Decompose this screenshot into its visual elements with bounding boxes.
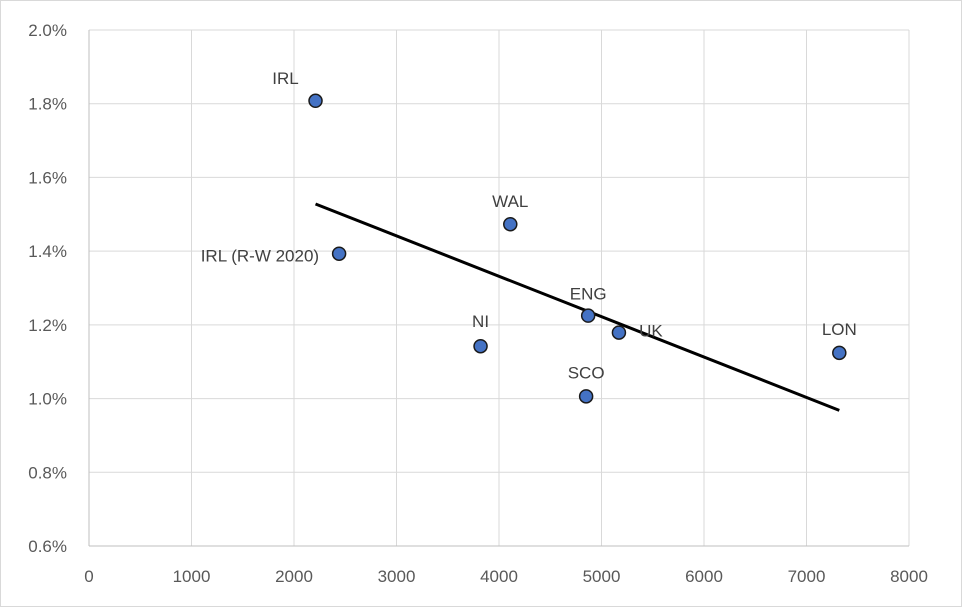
data-label: SCO	[568, 363, 605, 382]
data-points	[308, 93, 847, 404]
data-label: ENG	[570, 285, 607, 304]
data-label: UK	[639, 322, 663, 341]
x-tick-labels: 0 1000 2000 3000 4000 5000 6000 7000 8000	[84, 567, 928, 586]
y-tick-labels: 0.6% 0.8% 1.0% 1.2% 1.4% 1.6% 1.8% 2.0%	[28, 21, 67, 556]
point-labels: IRL IRL (R-W 2020) WAL NI ENG UK SCO LON	[201, 69, 857, 383]
y-tick-label: 0.6%	[28, 537, 67, 556]
data-label: NI	[472, 312, 489, 331]
y-tick-label: 1.2%	[28, 316, 67, 335]
data-point-irl	[308, 93, 323, 109]
y-tick-label: 1.0%	[28, 390, 67, 409]
x-tick-label: 3000	[378, 567, 416, 586]
data-point-lon	[832, 345, 847, 361]
trendline	[314, 202, 840, 412]
data-label: IRL (R-W 2020)	[201, 247, 319, 266]
x-tick-label: 1000	[173, 567, 211, 586]
data-point-uk	[611, 325, 627, 340]
data-point-irl-r-w-2020-	[331, 246, 347, 261]
y-tick-label: 1.8%	[28, 95, 67, 114]
data-label: IRL	[272, 69, 298, 88]
x-tick-label: 4000	[480, 567, 518, 586]
x-tick-label: 5000	[583, 567, 621, 586]
x-tick-label: 8000	[890, 567, 928, 586]
grid-lines	[89, 29, 910, 547]
data-point-ni	[473, 338, 488, 354]
trendline-layer	[314, 202, 840, 412]
data-point-sco	[578, 389, 594, 404]
y-tick-label: 1.6%	[28, 168, 67, 187]
data-label: WAL	[492, 192, 528, 211]
x-tick-label: 2000	[275, 567, 313, 586]
y-tick-label: 0.8%	[28, 463, 67, 482]
x-tick-label: 7000	[788, 567, 826, 586]
x-tick-label: 6000	[685, 567, 723, 586]
data-label: LON	[822, 320, 857, 339]
y-tick-label: 2.0%	[28, 21, 67, 40]
data-point-wal	[503, 216, 518, 232]
data-point-eng	[580, 308, 596, 323]
x-tick-label: 0	[84, 567, 93, 586]
y-tick-label: 1.4%	[28, 242, 67, 261]
axes	[88, 30, 909, 547]
